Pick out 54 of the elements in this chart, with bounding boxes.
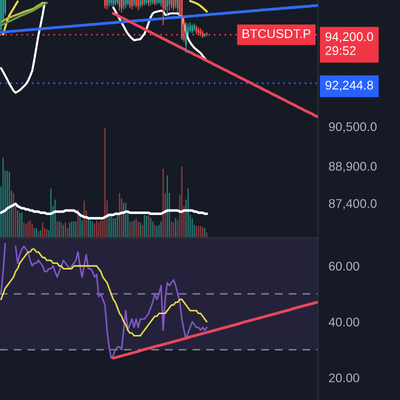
candlestick: [106, 0, 108, 10]
candlestick: [154, 0, 156, 6]
candlestick: [189, 22, 191, 32]
candlestick: [166, 0, 168, 16]
candlestick: [185, 22, 187, 54]
line-series: [112, 300, 318, 360]
y-tick-label: 20.00: [329, 373, 360, 382]
candlestick: [144, 0, 146, 6]
candlestick: [194, 23, 196, 32]
line-series: [112, 12, 318, 118]
candlestick: [162, 0, 164, 26]
y-tick-label: 40.00: [328, 318, 360, 326]
candlestick: [200, 28, 202, 36]
candlestick: [114, 0, 116, 6]
candlestick: [160, 0, 162, 6]
candlestick: [0, 0, 2, 30]
candlestick: [156, 0, 158, 4]
candlestick: [170, 0, 172, 8]
candlestick: [198, 27, 200, 36]
candlestick: [174, 0, 176, 8]
candlestick: [127, 0, 129, 6]
candlestick: [116, 0, 118, 4]
candlestick: [148, 0, 150, 6]
candlestick: [110, 0, 112, 6]
ref-line-label: 94,200.0 29:52: [326, 32, 374, 56]
candlestick: [108, 0, 110, 6]
candlestick: [206, 32, 208, 36]
candlestick: [129, 0, 131, 8]
y-tick-label: 90,500.0: [329, 122, 377, 133]
candlestick: [158, 0, 160, 4]
candlestick: [118, 0, 120, 10]
candlestick: [120, 0, 122, 12]
candlestick: [104, 0, 106, 8]
ref-line-label: 92,244.8: [326, 80, 374, 92]
candlestick: [150, 0, 152, 6]
line-series: [0, 2, 44, 24]
candlestick: [181, 0, 183, 40]
candlestick: [142, 0, 144, 6]
candlestick: [202, 30, 204, 38]
y-tick-label: 60.00: [329, 262, 360, 271]
candlestick: [135, 0, 137, 8]
candlestick: [172, 0, 174, 10]
annotation: BTCUSDT.P: [242, 29, 310, 38]
candlestick: [140, 0, 142, 8]
candlestick: [131, 0, 133, 10]
candlestick: [176, 0, 178, 12]
candlestick: [133, 0, 135, 6]
candlestick: [196, 25, 198, 34]
y-tick-label: 87,400.0: [328, 199, 377, 210]
y-tick-label: 88,900.0: [328, 162, 377, 172]
candlestick: [146, 0, 148, 4]
candlestick: [122, 0, 124, 10]
line-series: [0, 2, 48, 26]
line-series: [0, 248, 208, 337]
